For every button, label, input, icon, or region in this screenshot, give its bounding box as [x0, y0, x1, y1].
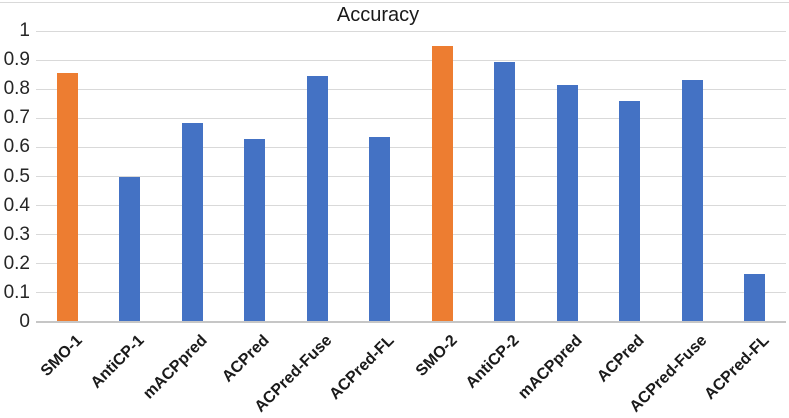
y-tick-label: 0.8	[3, 78, 30, 100]
gridline	[36, 146, 786, 148]
figure-top-border	[0, 2, 789, 3]
x-tick-label: AntiCP-1	[87, 332, 148, 392]
y-tick-label: 0.5	[3, 165, 30, 187]
gridline	[36, 263, 786, 265]
bar-ACPred	[619, 100, 641, 322]
bar-ACPred-FL	[369, 137, 391, 322]
gridline	[36, 234, 786, 236]
y-tick-label: 0.3	[3, 223, 30, 245]
gridline	[36, 205, 786, 207]
bar-SMO-1	[56, 73, 78, 322]
x-tick-label: SMO-2	[412, 332, 461, 380]
gridline	[36, 88, 786, 90]
y-tick-label: 0	[19, 311, 30, 332]
y-tick-label: 0.9	[3, 49, 30, 71]
y-tick-label: 0.2	[3, 252, 30, 274]
bar-ACPred-Fuse	[681, 80, 703, 322]
bar-ACPred	[244, 138, 266, 322]
x-tick-label: SMO-1	[37, 332, 86, 380]
bar-mACPpred	[556, 84, 578, 322]
y-tick-label: 0.7	[3, 107, 30, 129]
x-tick-label: ACPred-FL	[326, 332, 398, 404]
gridline	[36, 176, 786, 177]
x-axis-line	[36, 321, 786, 323]
x-tick-label: mACPpred	[514, 332, 586, 403]
gridline	[36, 30, 786, 32]
bar-mACPpred	[181, 122, 203, 322]
bar-AntiCP-1	[119, 176, 141, 322]
bar-ACPred-FL	[744, 274, 766, 322]
bar-ACPred-Fuse	[306, 76, 328, 322]
x-tick-label: ACPred	[219, 332, 273, 386]
plot-area	[36, 30, 786, 323]
gridline	[36, 59, 786, 61]
x-tick-label: ACPred	[594, 332, 648, 386]
bar-SMO-2	[431, 45, 453, 322]
y-tick-label: 0.4	[3, 194, 30, 216]
gridline	[36, 292, 786, 294]
y-tick-label: 0.6	[3, 136, 30, 158]
x-tick-label: ACPred-FL	[701, 332, 773, 404]
bar-AntiCP-2	[494, 61, 516, 322]
chart-title: Accuracy	[336, 4, 420, 26]
gridline	[36, 117, 786, 119]
x-tick-label: mACPpred	[139, 332, 211, 403]
x-tick-label: AntiCP-2	[462, 332, 523, 392]
y-tick-label: 1	[19, 20, 30, 41]
y-tick-label: 0.1	[3, 281, 30, 303]
